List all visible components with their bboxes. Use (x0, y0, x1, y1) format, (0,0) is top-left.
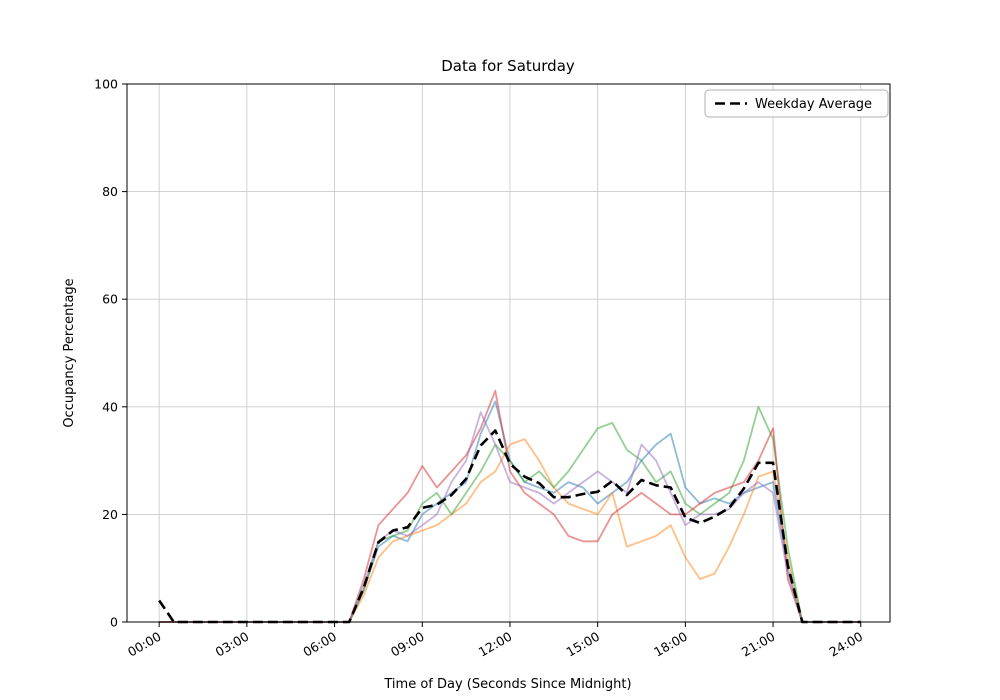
x-tick-label: 24:00 (827, 629, 866, 660)
legend-label: Weekday Average (755, 97, 872, 112)
x-tick-label: 09:00 (388, 629, 427, 660)
y-tick-label: 20 (102, 507, 118, 522)
y-tick-label: 40 (102, 399, 118, 414)
x-tick-label: 00:00 (125, 629, 164, 660)
y-tick-label: 60 (102, 292, 118, 307)
y-tick-label: 80 (102, 184, 118, 199)
x-axis-label: Time of Day (Seconds Since Midnight) (383, 677, 631, 692)
y-axis-label: Occupancy Percentage (62, 278, 77, 427)
x-tick-label: 21:00 (739, 629, 778, 660)
y-tick-label: 0 (110, 615, 118, 630)
x-tick-label: 18:00 (651, 629, 690, 660)
axes-frame (126, 83, 891, 623)
x-tick-label: 12:00 (476, 629, 515, 660)
x-tick-label: 06:00 (300, 629, 339, 660)
y-tick-label: 100 (94, 77, 118, 92)
chart-canvas: 00:00 03:00 06:00 09:00 12:00 15:00 18:00 21:00… (94, 77, 891, 660)
x-tick-label: 15:00 (563, 629, 602, 660)
x-tick-label: 03:00 (213, 629, 252, 660)
chart-title: Data for Saturday (441, 57, 575, 75)
legend-box (704, 89, 889, 118)
